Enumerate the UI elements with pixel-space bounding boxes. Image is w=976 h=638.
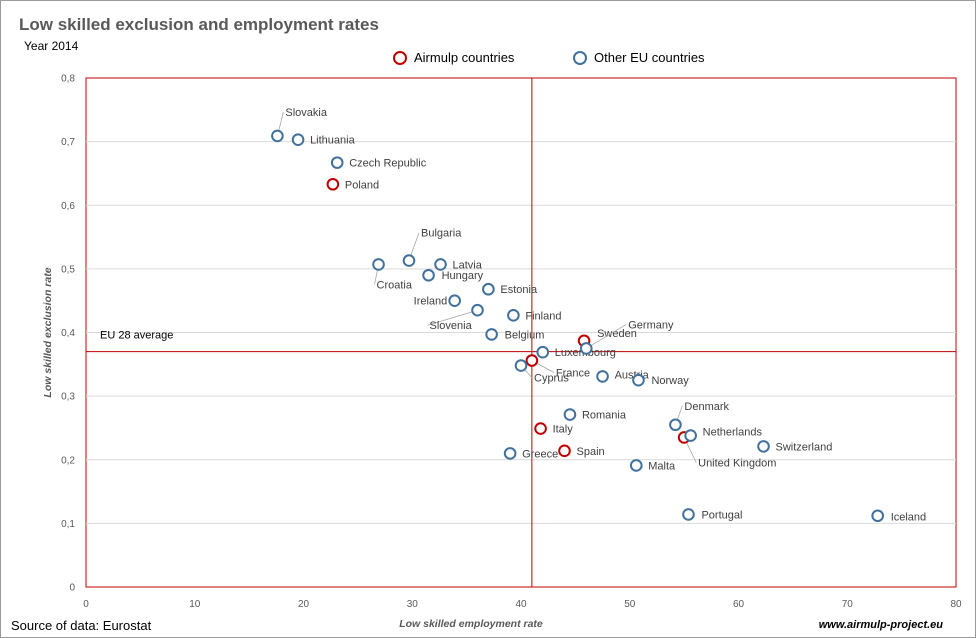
- point-label-slovenia: Slovenia: [430, 320, 473, 332]
- legend-other-eu: Other EU countries: [573, 50, 705, 65]
- point-label-ireland: Ireland: [414, 296, 448, 308]
- y-tick-label: 0,1: [61, 519, 75, 530]
- y-tick-label: 0,6: [61, 201, 75, 212]
- point-poland: [326, 177, 340, 191]
- website-link[interactable]: www.airmulp-project.eu: [818, 619, 943, 631]
- point-label-estonia: Estonia: [500, 284, 538, 296]
- point-label-croatia: Croatia: [377, 279, 413, 291]
- point-ireland: [448, 294, 461, 307]
- x-tick-label: 50: [624, 599, 636, 610]
- x-axis-title: Low skilled employment rate: [399, 618, 543, 630]
- point-finland: [507, 309, 520, 322]
- point-label-slovakia: Slovakia: [285, 107, 327, 119]
- point-label-czech-republic: Czech Republic: [349, 158, 427, 170]
- legend-label-other-eu: Other EU countries: [594, 50, 705, 65]
- legend-airmulp: Airmulp countries: [393, 50, 514, 65]
- point-label-spain: Spain: [577, 446, 605, 458]
- point-lithuania: [291, 133, 305, 147]
- y-axis-title: Low skilled exclusion rate: [42, 267, 54, 397]
- point-czech-republic: [330, 156, 344, 169]
- point-label-finland: Finland: [525, 310, 561, 322]
- point-label-denmark: Denmark: [684, 401, 729, 413]
- x-tick-label: 70: [842, 599, 854, 610]
- point-label-germany: Germany: [628, 319, 674, 331]
- y-tick-label: 0,2: [61, 455, 75, 466]
- point-label-poland: Poland: [345, 179, 379, 191]
- leader-line-slovenia: [427, 309, 478, 326]
- y-tick-label: 0: [69, 583, 75, 594]
- point-label-cyprus: Cyprus: [534, 373, 569, 385]
- point-slovenia: [471, 303, 484, 317]
- x-tick-label: 0: [83, 599, 89, 610]
- point-netherlands: [684, 429, 697, 442]
- point-label-norway: Norway: [651, 375, 689, 387]
- point-italy: [534, 422, 547, 435]
- point-bulgaria: [402, 254, 416, 267]
- y-tick-label: 0,7: [61, 137, 75, 148]
- legend-label-airmulp: Airmulp countries: [414, 50, 515, 65]
- point-label-romania: Romania: [582, 410, 627, 422]
- point-portugal: [682, 508, 695, 521]
- point-label-united-kingdom: United Kingdom: [698, 457, 776, 469]
- point-label-greece: Greece: [522, 448, 558, 460]
- point-croatia: [372, 258, 385, 271]
- point-label-switzerland: Switzerland: [776, 441, 833, 453]
- point-label-malta: Malta: [648, 460, 676, 472]
- point-label-hungary: Hungary: [442, 270, 484, 282]
- eu-average-label: EU 28 average: [100, 330, 173, 342]
- point-germany: [579, 342, 593, 355]
- chart-title: Low skilled exclusion and employment rat…: [19, 15, 379, 34]
- point-label-france: France: [556, 367, 590, 379]
- point-greece: [503, 447, 517, 460]
- point-austria: [596, 370, 609, 383]
- point-label-iceland: Iceland: [891, 512, 926, 524]
- y-tick-label: 0,4: [61, 328, 75, 339]
- point-label-bulgaria: Bulgaria: [421, 228, 462, 240]
- point-hungary: [422, 268, 435, 282]
- point-label-belgium: Belgium: [505, 329, 545, 341]
- point-switzerland: [757, 440, 770, 453]
- point-latvia: [434, 258, 447, 271]
- x-tick-label: 30: [407, 599, 419, 610]
- legend-marker-other-eu: [573, 50, 587, 65]
- point-label-netherlands: Netherlands: [703, 427, 763, 439]
- point-label-italy: Italy: [553, 424, 574, 436]
- x-tick-label: 60: [733, 599, 745, 610]
- y-tick-label: 0,8: [61, 74, 75, 85]
- x-tick-label: 10: [189, 599, 201, 610]
- point-luxembourg: [536, 345, 550, 359]
- point-slovakia: [271, 129, 284, 143]
- data-source: Source of data: Eurostat: [11, 618, 152, 633]
- point-label-portugal: Portugal: [701, 509, 742, 521]
- point-label-latvia: Latvia: [453, 259, 483, 271]
- point-iceland: [871, 509, 885, 523]
- x-tick-label: 80: [950, 599, 962, 610]
- point-belgium: [485, 328, 498, 341]
- point-france: [525, 354, 539, 367]
- point-denmark: [669, 418, 682, 432]
- x-tick-label: 20: [298, 599, 310, 610]
- legend-marker-airmulp: [393, 50, 407, 65]
- chart-subtitle: Year 2014: [24, 39, 79, 53]
- point-spain: [558, 444, 571, 458]
- point-norway: [632, 373, 645, 387]
- y-tick-label: 0,3: [61, 392, 75, 403]
- point-cyprus: [514, 359, 528, 372]
- point-malta: [629, 459, 643, 472]
- point-label-sweden: Sweden: [597, 328, 637, 340]
- x-tick-label: 40: [515, 599, 527, 610]
- leader-line-germany: [586, 324, 627, 349]
- point-label-lithuania: Lithuania: [310, 135, 356, 147]
- point-romania: [563, 408, 577, 421]
- point-estonia: [482, 282, 495, 296]
- y-tick-label: 0,5: [61, 264, 75, 275]
